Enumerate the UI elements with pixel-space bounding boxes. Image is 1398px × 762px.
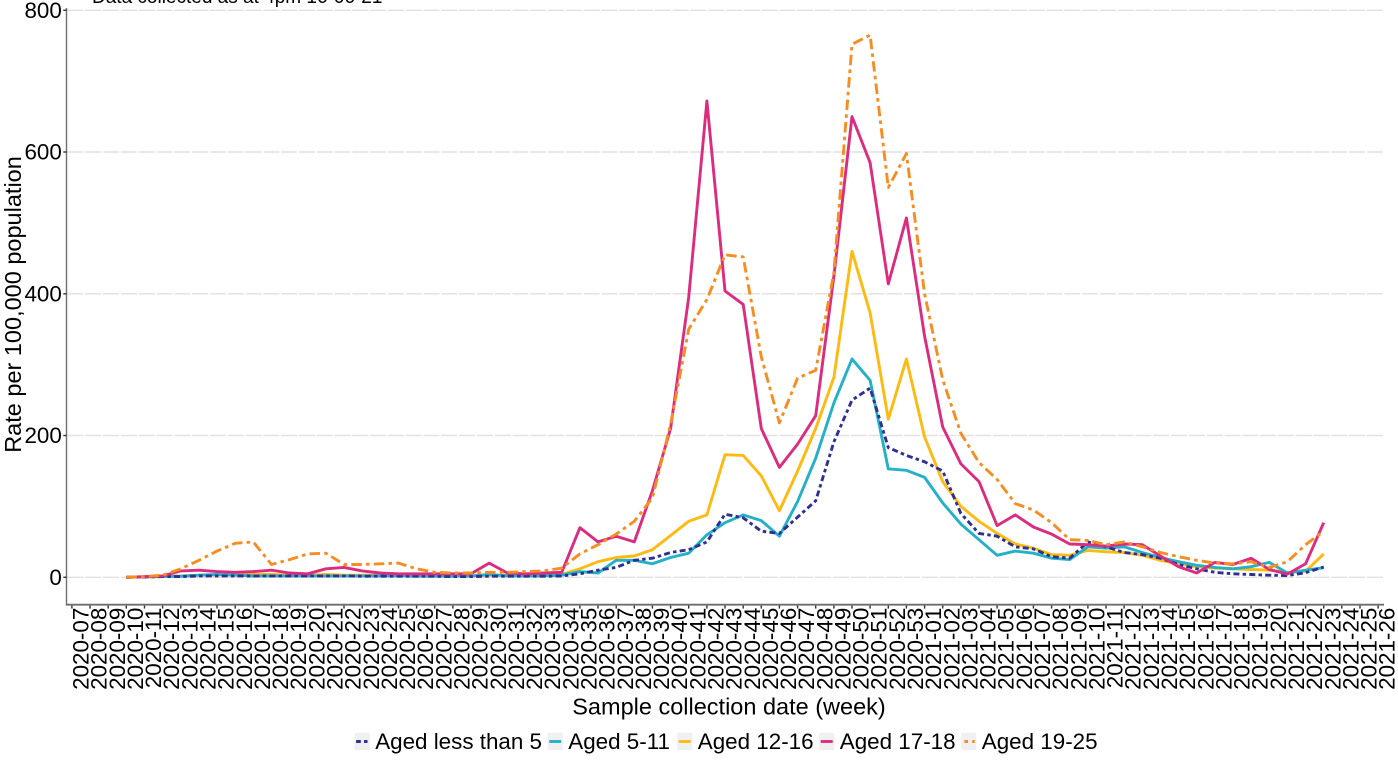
- svg-text:2021-26: 2021-26: [1375, 608, 1398, 690]
- svg-text:2020-41: 2020-41: [685, 608, 710, 690]
- svg-text:2020-53: 2020-53: [903, 608, 928, 690]
- svg-text:2020-23: 2020-23: [359, 608, 384, 690]
- svg-text:2020-15: 2020-15: [214, 608, 239, 690]
- svg-text:2020-48: 2020-48: [812, 608, 837, 690]
- svg-text:2021-14: 2021-14: [1157, 608, 1182, 690]
- svg-text:2021-25: 2021-25: [1357, 608, 1382, 690]
- svg-text:2021-19: 2021-19: [1248, 608, 1273, 690]
- svg-text:2021-20: 2021-20: [1266, 608, 1291, 690]
- svg-text:2020-50: 2020-50: [849, 608, 874, 690]
- svg-text:2021-06: 2021-06: [1012, 608, 1037, 690]
- svg-text:2021-15: 2021-15: [1175, 608, 1200, 690]
- svg-text:2020-19: 2020-19: [286, 608, 311, 690]
- svg-text:2020-17: 2020-17: [250, 608, 275, 690]
- svg-text:2020-08: 2020-08: [87, 608, 112, 690]
- svg-text:2021-11: 2021-11: [1103, 608, 1128, 689]
- svg-text:Aged 5-11: Aged 5-11: [568, 729, 670, 754]
- svg-text:Sample collection date (week): Sample collection date (week): [572, 694, 886, 720]
- svg-text:2020-13: 2020-13: [177, 608, 202, 690]
- svg-text:2021-22: 2021-22: [1302, 608, 1327, 690]
- svg-text:2020-44: 2020-44: [740, 608, 765, 690]
- svg-text:Data collected as at 4pm 16-06: Data collected as at 4pm 16-06-21: [92, 0, 382, 8]
- svg-text:2021-01: 2021-01: [921, 608, 946, 690]
- svg-text:2020-34: 2020-34: [558, 608, 583, 690]
- svg-text:2021-10: 2021-10: [1085, 608, 1110, 690]
- svg-text:2021-05: 2021-05: [994, 608, 1019, 690]
- svg-text:2020-30: 2020-30: [486, 608, 511, 690]
- svg-text:400: 400: [24, 281, 61, 306]
- svg-text:2021-04: 2021-04: [976, 608, 1001, 690]
- svg-text:Aged less than 5: Aged less than 5: [375, 729, 542, 754]
- svg-text:2021-02: 2021-02: [939, 608, 964, 690]
- svg-text:2020-39: 2020-39: [649, 608, 674, 690]
- svg-text:2020-20: 2020-20: [304, 608, 329, 690]
- svg-text:2021-21: 2021-21: [1284, 608, 1309, 690]
- svg-text:Aged 12-16: Aged 12-16: [698, 729, 814, 754]
- svg-text:2021-16: 2021-16: [1193, 608, 1218, 690]
- svg-text:800: 800: [24, 0, 61, 23]
- svg-text:2020-26: 2020-26: [413, 608, 438, 690]
- svg-text:2020-52: 2020-52: [885, 608, 910, 690]
- svg-text:2020-10: 2020-10: [123, 608, 148, 690]
- svg-text:Aged 19-25: Aged 19-25: [982, 729, 1098, 754]
- svg-text:2021-08: 2021-08: [1048, 608, 1073, 690]
- svg-text:2020-32: 2020-32: [522, 608, 547, 690]
- svg-text:2020-37: 2020-37: [613, 608, 638, 690]
- svg-text:0: 0: [49, 565, 61, 590]
- svg-text:2021-18: 2021-18: [1230, 608, 1255, 690]
- svg-text:2020-46: 2020-46: [776, 608, 801, 690]
- svg-text:2020-24: 2020-24: [377, 608, 402, 690]
- svg-text:2021-03: 2021-03: [958, 608, 983, 690]
- svg-text:2021-23: 2021-23: [1320, 608, 1345, 690]
- svg-text:2020-14: 2020-14: [196, 608, 221, 690]
- svg-text:2020-45: 2020-45: [758, 608, 783, 690]
- svg-text:2020-29: 2020-29: [468, 608, 493, 690]
- svg-text:2021-12: 2021-12: [1121, 608, 1146, 690]
- svg-text:2020-49: 2020-49: [831, 608, 856, 690]
- svg-text:2021-09: 2021-09: [1066, 608, 1091, 690]
- svg-text:2020-21: 2020-21: [323, 608, 348, 690]
- svg-text:600: 600: [24, 140, 61, 165]
- svg-text:Aged 17-18: Aged 17-18: [840, 729, 956, 754]
- svg-text:2020-11: 2020-11: [141, 608, 166, 689]
- svg-text:2020-47: 2020-47: [794, 608, 819, 690]
- svg-text:2021-17: 2021-17: [1211, 608, 1236, 690]
- svg-text:2020-27: 2020-27: [431, 608, 456, 690]
- svg-text:2020-43: 2020-43: [722, 608, 747, 690]
- svg-text:2020-12: 2020-12: [159, 608, 184, 690]
- svg-text:2021-24: 2021-24: [1338, 608, 1363, 690]
- svg-text:2020-42: 2020-42: [704, 608, 729, 690]
- svg-text:2021-13: 2021-13: [1139, 608, 1164, 690]
- svg-text:2020-28: 2020-28: [450, 608, 475, 690]
- svg-text:2020-51: 2020-51: [867, 608, 892, 690]
- svg-text:2020-22: 2020-22: [341, 608, 366, 690]
- svg-text:2020-36: 2020-36: [595, 608, 620, 690]
- svg-text:2020-09: 2020-09: [105, 608, 130, 690]
- svg-text:2020-40: 2020-40: [667, 608, 692, 690]
- svg-text:2020-35: 2020-35: [577, 608, 602, 690]
- svg-text:2020-16: 2020-16: [232, 608, 257, 690]
- svg-text:2020-31: 2020-31: [504, 608, 529, 690]
- svg-text:2020-38: 2020-38: [631, 608, 656, 690]
- svg-text:2020-07: 2020-07: [69, 608, 94, 690]
- svg-text:2020-25: 2020-25: [395, 608, 420, 690]
- svg-text:2020-18: 2020-18: [268, 608, 293, 690]
- svg-text:2021-07: 2021-07: [1030, 608, 1055, 690]
- svg-text:200: 200: [24, 423, 61, 448]
- svg-text:Rate per 100,000 population: Rate per 100,000 population: [0, 156, 26, 453]
- svg-text:2020-33: 2020-33: [540, 608, 565, 690]
